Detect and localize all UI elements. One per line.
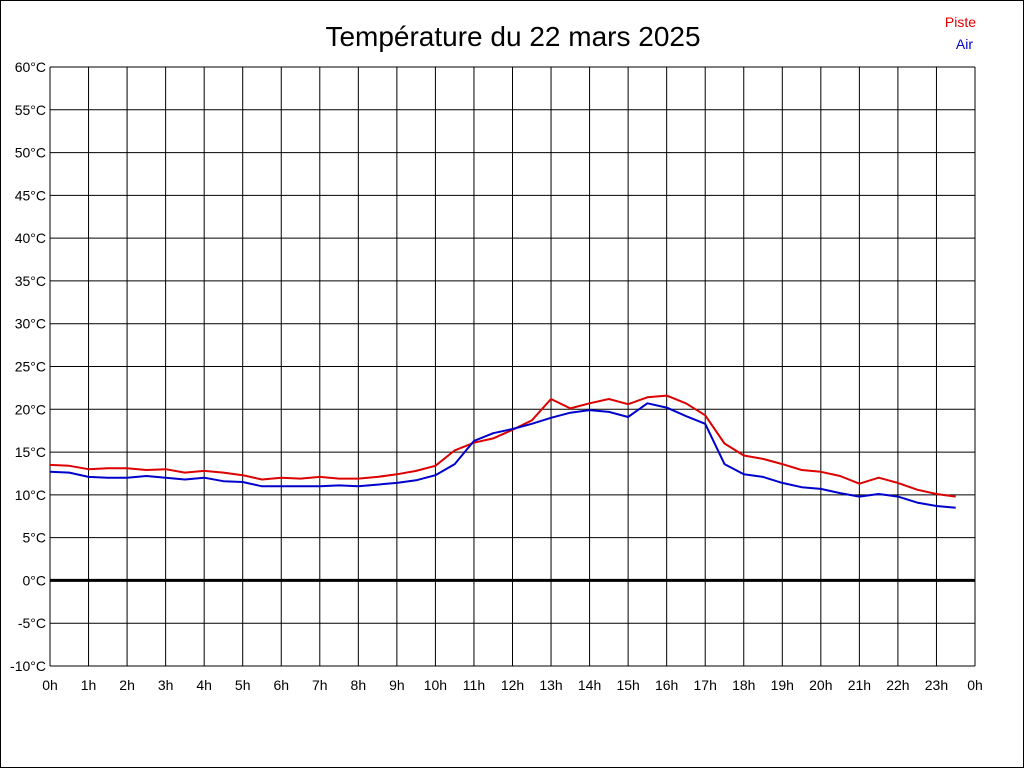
y-tick-label: 10°C bbox=[15, 487, 46, 503]
y-tick-label: 35°C bbox=[15, 273, 46, 289]
y-tick-label: 55°C bbox=[15, 102, 46, 118]
y-tick-label: 40°C bbox=[15, 230, 46, 246]
y-tick-label: 15°C bbox=[15, 444, 46, 460]
x-tick-label: 23h bbox=[925, 677, 948, 693]
y-tick-label: 30°C bbox=[15, 316, 46, 332]
x-tick-label: 2h bbox=[119, 677, 135, 693]
y-tick-label: -5°C bbox=[18, 615, 46, 631]
y-tick-label: -10°C bbox=[10, 658, 46, 674]
x-tick-label: 15h bbox=[616, 677, 639, 693]
x-tick-label: 4h bbox=[196, 677, 212, 693]
x-tick-label: 22h bbox=[886, 677, 909, 693]
y-axis-ticks: 60°C 55°C 50°C 45°C 40°C 35°C 30°C 25°C 20°C 15°C… bbox=[10, 59, 46, 674]
x-tick-label: 0h bbox=[967, 677, 983, 693]
series-lines bbox=[49, 394, 956, 509]
y-tick-label: 50°C bbox=[15, 145, 46, 161]
y-tick-label: 60°C bbox=[15, 59, 46, 75]
x-tick-label: 19h bbox=[771, 677, 794, 693]
legend-air: Air bbox=[956, 36, 973, 52]
x-tick-label: 10h bbox=[424, 677, 447, 693]
x-axis-ticks: 0h 1h 2h 3h 4h 5h 6h 7h 8h 9h 10h 11h 12h 13h 14h 15h 16… bbox=[42, 677, 983, 693]
x-tick-label: 0h bbox=[42, 677, 58, 693]
x-tick-label: 11h bbox=[463, 677, 485, 693]
x-tick-label: 7h bbox=[312, 677, 328, 693]
x-tick-label: 16h bbox=[655, 677, 678, 693]
grid bbox=[49, 66, 976, 667]
x-tick-label: 3h bbox=[158, 677, 174, 693]
legend-piste: Piste bbox=[945, 14, 976, 30]
y-tick-label: 20°C bbox=[15, 401, 46, 417]
x-tick-label: 1h bbox=[81, 677, 97, 693]
x-tick-label: 13h bbox=[539, 677, 562, 693]
y-tick-label: 5°C bbox=[23, 530, 47, 546]
x-tick-label: 20h bbox=[809, 677, 832, 693]
series-line-air bbox=[49, 402, 956, 509]
x-tick-label: 17h bbox=[694, 677, 717, 693]
x-tick-label: 21h bbox=[848, 677, 871, 693]
y-tick-label: 0°C bbox=[23, 572, 47, 588]
x-tick-label: 5h bbox=[235, 677, 251, 693]
y-tick-label: 25°C bbox=[15, 359, 46, 375]
x-tick-label: 6h bbox=[273, 677, 289, 693]
x-tick-label: 14h bbox=[578, 677, 601, 693]
x-tick-label: 9h bbox=[389, 677, 405, 693]
x-tick-label: 18h bbox=[732, 677, 755, 693]
series-line-piste bbox=[49, 394, 956, 498]
x-tick-label: 8h bbox=[351, 677, 367, 693]
x-tick-label: 12h bbox=[501, 677, 524, 693]
y-tick-label: 45°C bbox=[15, 187, 46, 203]
chart-title: Température du 22 mars 2025 bbox=[325, 21, 700, 52]
